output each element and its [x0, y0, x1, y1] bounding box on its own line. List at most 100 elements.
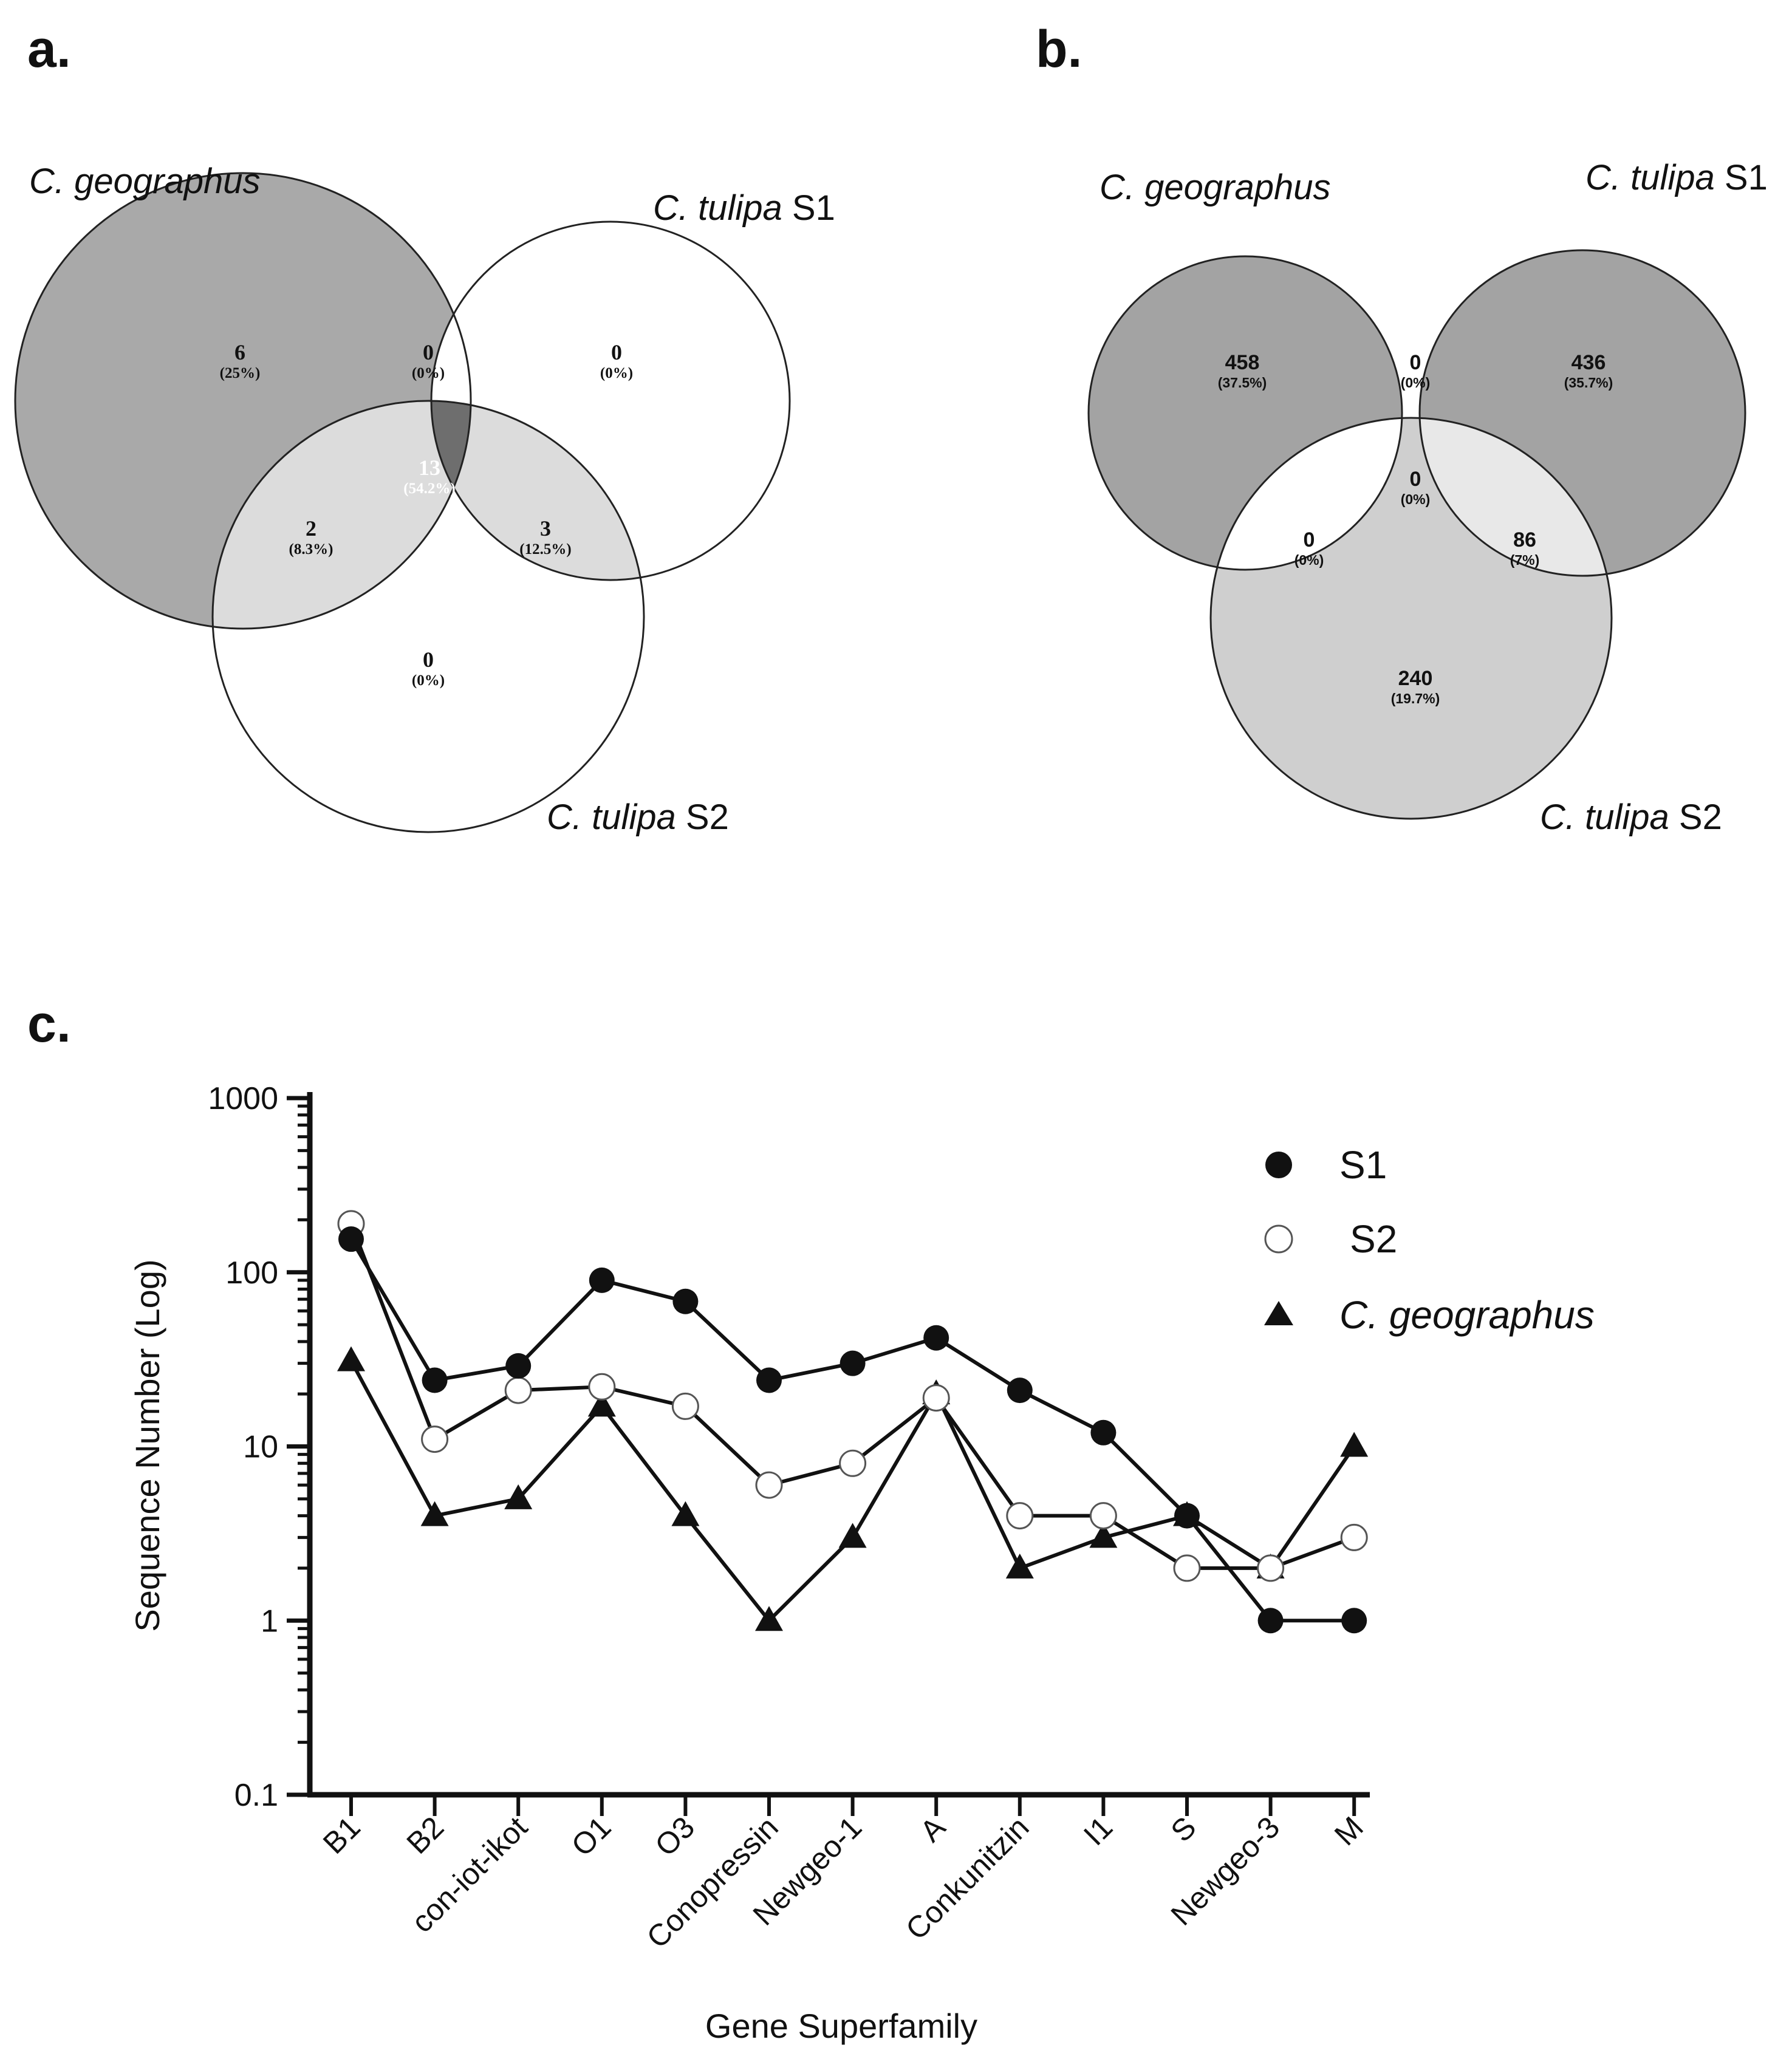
x-tick-label: A: [914, 1810, 952, 1849]
y-tick-label: 10: [243, 1430, 278, 1465]
panel-a-letter: a.: [27, 20, 71, 78]
panel-b-pct-s1-s2: (7%): [1510, 552, 1540, 568]
x-tick-label: I1: [1077, 1810, 1119, 1852]
x-axis-title: Gene Superfamily: [705, 2007, 977, 2045]
point-s1: [589, 1267, 615, 1293]
point-c-geographus: [1005, 1553, 1034, 1579]
panel-a-label-s2: C. tulipa S2: [547, 797, 729, 837]
panel-b-pct-s2-only: (19.7%): [1391, 691, 1440, 706]
y-tick-label: 0.1: [234, 1778, 278, 1813]
point-s2: [755, 1471, 783, 1499]
legend: S1 S2 C. geographus: [1264, 1143, 1595, 1337]
legend-marker-geographus: [1264, 1301, 1293, 1325]
point-c-geographus: [337, 1346, 365, 1371]
point-s1: [1090, 1419, 1117, 1446]
x-tick-label: O1: [565, 1810, 618, 1863]
point-s2: [1173, 1554, 1201, 1582]
panel-a-count-geo-only: 6: [234, 340, 245, 364]
x-tick-label: B2: [400, 1810, 451, 1860]
panel-b-count-s2-only: 240: [1398, 667, 1433, 690]
series-line-s2: [349, 1223, 1355, 1570]
panel-b-count-center: 0: [1410, 468, 1421, 491]
point-s1: [1341, 1608, 1367, 1634]
point-s1: [505, 1353, 532, 1379]
panel-a-pct-geo-s1: (0%): [412, 365, 445, 381]
panel-a-count-geo-s1: 0: [423, 340, 434, 364]
point-s1: [1007, 1378, 1033, 1404]
panel-b-count-s1-s2: 86: [1513, 528, 1536, 551]
panel-a-pct-s1-only: (0%): [600, 365, 633, 381]
point-s1: [923, 1325, 949, 1351]
panel-a-pct-center: (54.2%): [403, 480, 455, 497]
panel-b-count-geo-s2: 0: [1304, 528, 1315, 551]
x-tick-label: B1: [316, 1810, 367, 1860]
legend-label-s2: S2: [1350, 1217, 1397, 1261]
x-tick-label: M: [1328, 1810, 1370, 1852]
panel-b-letter: b.: [1036, 20, 1082, 78]
panel-a-count-geo-s2: 2: [306, 516, 316, 541]
panel-a-count-s1-s2: 3: [540, 516, 551, 541]
panel-a-count-s1-only: 0: [611, 340, 622, 364]
panel-a-label-s1: C. tulipa S1: [653, 188, 835, 228]
point-s2: [588, 1373, 616, 1401]
point-s2: [1089, 1502, 1117, 1530]
panel-b-pct-center: (0%): [1401, 491, 1431, 507]
panel-a-circle-geographus: [14, 172, 472, 630]
series-line-s1: [349, 1238, 1355, 1623]
panel-a-pct-s1-s2: (12.5%): [519, 541, 571, 558]
legend-marker-s1: [1265, 1152, 1292, 1178]
point-s2: [504, 1376, 532, 1404]
panel-b-label-geographus: C. geographus: [1099, 168, 1330, 207]
x-tick-label: S: [1164, 1810, 1203, 1848]
point-c-geographus: [420, 1501, 449, 1526]
series-markers: [337, 1210, 1369, 1634]
point-s2: [1006, 1502, 1034, 1530]
series-lines: [349, 1223, 1356, 1623]
panel-b-count-geo-only: 458: [1225, 351, 1260, 374]
panel-a-pct-geo-s2: (8.3%): [289, 541, 333, 558]
panel-b-pct-s1-only: (35.7%): [1564, 375, 1613, 391]
y-axis-title: Sequence Number (Log): [128, 1259, 166, 1631]
panel-b: b. C. geographus C. tuli: [1036, 20, 1768, 837]
panel-a-pct-geo-only: (25%): [220, 365, 261, 381]
panel-b-circle-geographus: [1087, 255, 1403, 571]
point-c-geographus: [1089, 1523, 1118, 1548]
point-s1: [1257, 1608, 1284, 1634]
point-c-geographus: [504, 1484, 533, 1509]
point-c-geographus: [838, 1523, 867, 1548]
panel-a-count-s2-only: 0: [423, 647, 434, 672]
panel-a: a. C. geographus C.: [14, 20, 835, 837]
point-c-geographus: [1340, 1432, 1369, 1457]
point-s2: [671, 1392, 699, 1420]
panel-a-circle-s2: [211, 400, 645, 833]
point-c-geographus: [587, 1391, 616, 1417]
panel-c-letter: c.: [27, 995, 71, 1053]
point-s1: [1174, 1503, 1200, 1529]
panel-a-label-geographus: C. geographus: [29, 162, 260, 201]
y-tick-label: 1: [261, 1603, 278, 1639]
y-ticks: 0.1 1 10 100 1000: [208, 1081, 310, 1813]
panel-a-pct-s2-only: (0%): [412, 672, 445, 689]
panel-b-pct-geo-s1: (0%): [1401, 375, 1431, 391]
legend-label-geographus: C. geographus: [1339, 1293, 1595, 1337]
panel-b-count-s1-only: 436: [1571, 351, 1606, 374]
point-s1: [422, 1367, 448, 1393]
point-s2: [922, 1384, 950, 1412]
point-c-geographus: [755, 1606, 783, 1631]
point-s1: [756, 1367, 782, 1393]
point-s2: [421, 1425, 449, 1453]
panel-b-label-s1: C. tulipa S1: [1585, 158, 1768, 197]
point-c-geographus: [671, 1501, 700, 1526]
panel-b-label-s2: C. tulipa S2: [1540, 797, 1722, 837]
panel-b-count-geo-s1: 0: [1410, 351, 1421, 374]
point-s1: [672, 1288, 699, 1314]
y-tick-label: 1000: [208, 1081, 278, 1116]
point-s2: [839, 1449, 867, 1477]
panel-b-circle-s2: [1209, 417, 1613, 820]
legend-label-s1: S1: [1339, 1143, 1387, 1187]
point-s1: [840, 1350, 866, 1376]
point-s2: [1257, 1554, 1285, 1582]
